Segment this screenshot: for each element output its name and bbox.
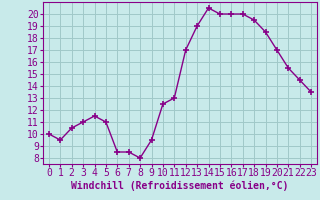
- X-axis label: Windchill (Refroidissement éolien,°C): Windchill (Refroidissement éolien,°C): [71, 181, 289, 191]
